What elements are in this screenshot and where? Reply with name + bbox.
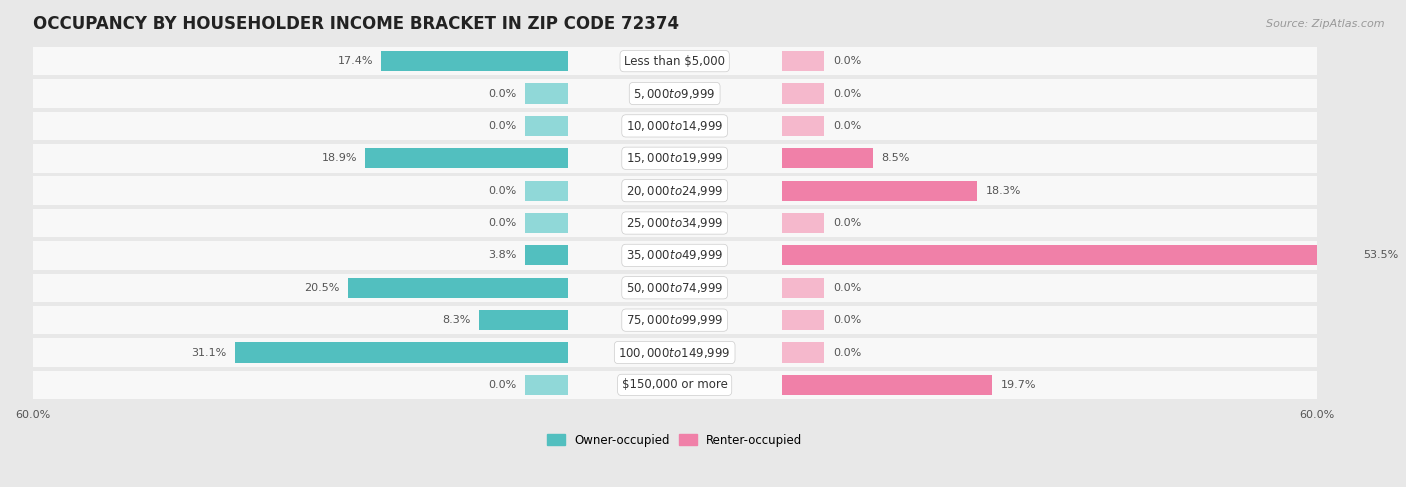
Bar bbox=[32, 144, 1316, 172]
Bar bbox=[782, 116, 824, 136]
Text: 31.1%: 31.1% bbox=[191, 348, 226, 357]
Bar bbox=[524, 375, 568, 395]
Text: 20.5%: 20.5% bbox=[304, 283, 340, 293]
Bar bbox=[349, 278, 568, 298]
Text: $10,000 to $14,999: $10,000 to $14,999 bbox=[626, 119, 724, 133]
Bar bbox=[32, 241, 1316, 270]
Text: 0.0%: 0.0% bbox=[832, 218, 862, 228]
Text: 0.0%: 0.0% bbox=[488, 89, 516, 98]
Text: 0.0%: 0.0% bbox=[832, 89, 862, 98]
Text: $75,000 to $99,999: $75,000 to $99,999 bbox=[626, 313, 724, 327]
Text: 0.0%: 0.0% bbox=[488, 121, 516, 131]
Text: 0.0%: 0.0% bbox=[832, 348, 862, 357]
Bar bbox=[524, 116, 568, 136]
Bar bbox=[32, 112, 1316, 140]
Text: 18.3%: 18.3% bbox=[986, 186, 1021, 196]
Bar bbox=[479, 310, 568, 330]
Text: 0.0%: 0.0% bbox=[488, 380, 516, 390]
Text: 0.0%: 0.0% bbox=[832, 56, 862, 66]
Text: $150,000 or more: $150,000 or more bbox=[621, 378, 727, 392]
Bar bbox=[782, 375, 993, 395]
Text: $35,000 to $49,999: $35,000 to $49,999 bbox=[626, 248, 724, 262]
Bar bbox=[32, 176, 1316, 205]
Bar bbox=[381, 51, 568, 71]
Text: $5,000 to $9,999: $5,000 to $9,999 bbox=[634, 87, 716, 100]
Text: 0.0%: 0.0% bbox=[832, 121, 862, 131]
Text: Source: ZipAtlas.com: Source: ZipAtlas.com bbox=[1267, 19, 1385, 30]
Bar bbox=[32, 338, 1316, 367]
Text: 3.8%: 3.8% bbox=[488, 250, 516, 261]
Bar bbox=[32, 209, 1316, 237]
Bar bbox=[235, 342, 568, 362]
Bar bbox=[32, 371, 1316, 399]
Text: 0.0%: 0.0% bbox=[488, 218, 516, 228]
Bar bbox=[32, 79, 1316, 108]
Bar bbox=[524, 181, 568, 201]
Text: 8.5%: 8.5% bbox=[882, 153, 910, 163]
Bar bbox=[524, 245, 568, 265]
Text: $50,000 to $74,999: $50,000 to $74,999 bbox=[626, 281, 724, 295]
Bar bbox=[782, 245, 1354, 265]
Bar bbox=[32, 47, 1316, 75]
Text: 0.0%: 0.0% bbox=[832, 283, 862, 293]
Text: 19.7%: 19.7% bbox=[1001, 380, 1036, 390]
Bar bbox=[782, 83, 824, 104]
Legend: Owner-occupied, Renter-occupied: Owner-occupied, Renter-occupied bbox=[543, 429, 807, 451]
Bar bbox=[782, 310, 824, 330]
Text: $20,000 to $24,999: $20,000 to $24,999 bbox=[626, 184, 724, 198]
Text: 0.0%: 0.0% bbox=[488, 186, 516, 196]
Text: 0.0%: 0.0% bbox=[832, 315, 862, 325]
Bar bbox=[524, 213, 568, 233]
Bar bbox=[366, 148, 568, 169]
Bar bbox=[782, 148, 873, 169]
Text: $25,000 to $34,999: $25,000 to $34,999 bbox=[626, 216, 724, 230]
Bar bbox=[782, 278, 824, 298]
Text: 17.4%: 17.4% bbox=[337, 56, 373, 66]
Bar bbox=[782, 342, 824, 362]
Bar bbox=[32, 306, 1316, 335]
Bar bbox=[782, 181, 977, 201]
Bar bbox=[32, 274, 1316, 302]
Bar bbox=[524, 83, 568, 104]
Bar bbox=[782, 213, 824, 233]
Text: 8.3%: 8.3% bbox=[441, 315, 470, 325]
Text: $100,000 to $149,999: $100,000 to $149,999 bbox=[619, 345, 731, 359]
Text: 53.5%: 53.5% bbox=[1362, 250, 1398, 261]
Text: 18.9%: 18.9% bbox=[322, 153, 357, 163]
Text: Less than $5,000: Less than $5,000 bbox=[624, 55, 725, 68]
Text: OCCUPANCY BY HOUSEHOLDER INCOME BRACKET IN ZIP CODE 72374: OCCUPANCY BY HOUSEHOLDER INCOME BRACKET … bbox=[32, 15, 679, 33]
Bar bbox=[782, 51, 824, 71]
Text: $15,000 to $19,999: $15,000 to $19,999 bbox=[626, 151, 724, 165]
